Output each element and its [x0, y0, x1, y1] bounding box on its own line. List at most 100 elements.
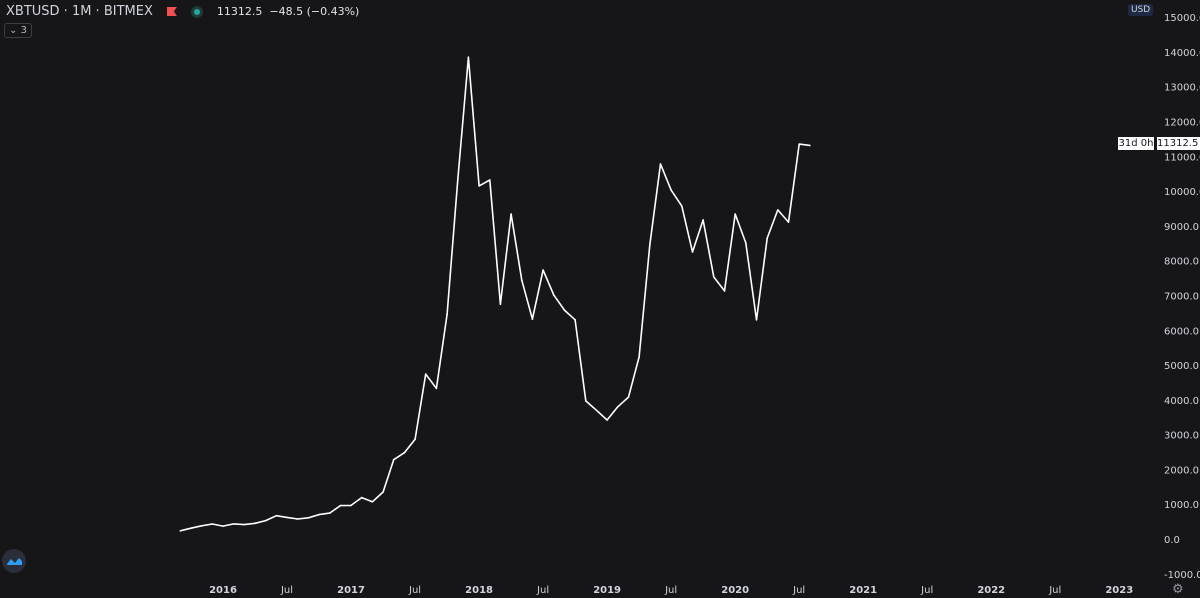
data-point [649, 244, 651, 246]
data-point [190, 527, 192, 530]
flag-icon[interactable] [166, 7, 177, 16]
y-tick-label: 6000.0 [1164, 326, 1199, 337]
currency-badge[interactable]: USD [1128, 4, 1154, 16]
x-tick-label: Jul [920, 585, 933, 596]
data-point [531, 318, 534, 320]
data-point [638, 356, 640, 358]
data-point [243, 523, 246, 526]
data-point [478, 185, 480, 187]
indicators-count: 3 [20, 25, 27, 36]
data-point [510, 213, 512, 215]
data-point [275, 514, 278, 517]
x-tick-label: 2023 [1105, 585, 1133, 596]
data-point [414, 438, 416, 440]
data-point [681, 205, 683, 207]
y-tick-label: 5000.0 [1164, 361, 1199, 372]
last-price: 11312.5 [216, 5, 263, 18]
data-point [787, 221, 790, 223]
x-tick-label: Jul [408, 585, 421, 596]
indicators-toggle-button[interactable]: ⌄ 3 [4, 23, 32, 38]
data-point [424, 373, 427, 375]
last-price-label: 11312.5 [1157, 137, 1200, 150]
y-axis[interactable]: -1000.0 0.0 1000.0 2000.0 3000.0 4000.0 5000.0… [1164, 13, 1200, 581]
y-tick-label: 12000.0 [1164, 118, 1200, 129]
y-tick-label: 9000.0 [1164, 222, 1199, 233]
data-point [777, 209, 779, 211]
data-point [254, 522, 256, 525]
y-tick-label: 13000.0 [1164, 83, 1200, 94]
data-point [200, 524, 203, 527]
data-point [659, 163, 662, 165]
data-point [232, 523, 235, 525]
settings-gear-icon[interactable]: ⚙ [1172, 582, 1184, 597]
data-point [542, 269, 544, 271]
data-point [446, 313, 448, 316]
data-point [809, 144, 811, 147]
chevron-down-icon: ⌄ [9, 25, 18, 36]
y-tick-label: 7000.0 [1164, 291, 1199, 302]
data-point [766, 237, 768, 239]
data-point [606, 419, 608, 421]
data-point [798, 143, 800, 145]
x-tick-label: 2022 [977, 585, 1005, 596]
y-tick-label: 8000.0 [1164, 257, 1199, 268]
data-point [616, 405, 619, 408]
symbol-title[interactable]: XBTUSD · 1M · BITMEX [6, 4, 153, 19]
y-tick-label: 10000.0 [1164, 187, 1200, 198]
x-tick-label: 2017 [337, 585, 365, 596]
data-point [584, 400, 587, 402]
y-tick-label: 1000.0 [1164, 500, 1199, 511]
data-point [734, 213, 736, 215]
x-axis[interactable]: 2016 Jul 2017 Jul 2018 Jul 2019 Jul 2020 Jul 2021 J… [209, 585, 1133, 596]
data-point [318, 513, 320, 516]
data-point [286, 516, 288, 519]
data-point [211, 523, 214, 525]
price-line [180, 56, 810, 532]
y-tick-label: 14000.0 [1164, 48, 1200, 59]
data-point [264, 519, 267, 522]
tradingview-logo-icon[interactable] [2, 549, 26, 573]
data-point [574, 319, 576, 321]
data-point [467, 56, 470, 58]
data-point [499, 303, 502, 305]
data-point [392, 458, 395, 461]
x-tick-label: 2019 [593, 585, 621, 596]
data-point [296, 518, 299, 520]
data-point [403, 451, 406, 454]
price-change: −48.5 (−0.43%) [269, 5, 360, 18]
market-status-icon [190, 5, 203, 18]
x-tick-label: Jul [792, 585, 805, 596]
data-point [360, 496, 363, 499]
y-tick-label: 15000.0 [1164, 13, 1200, 24]
x-tick-label: 2018 [465, 585, 493, 596]
data-point [382, 491, 384, 493]
y-tick-label: 0.0 [1164, 535, 1180, 546]
data-point [627, 396, 630, 398]
x-tick-label: Jul [664, 585, 677, 596]
x-tick-label: 2021 [849, 585, 877, 596]
y-tick-label: 3000.0 [1164, 431, 1199, 442]
data-point [691, 251, 694, 253]
data-point [670, 189, 672, 191]
data-point [520, 279, 523, 281]
data-point [713, 276, 715, 278]
data-point [222, 525, 224, 527]
data-point [552, 294, 555, 296]
data-point [350, 504, 352, 507]
data-point [755, 319, 758, 321]
y-tick-label: 11000.0 [1164, 152, 1200, 163]
x-tick-label: Jul [1048, 585, 1061, 596]
y-tick-label: 2000.0 [1164, 465, 1199, 476]
data-point [339, 504, 342, 507]
data-point [488, 179, 491, 181]
data-point [723, 290, 726, 292]
x-tick-label: 2016 [209, 585, 237, 596]
data-point [745, 242, 747, 244]
y-tick-label: 4000.0 [1164, 396, 1199, 407]
data-point [456, 179, 459, 182]
data-point [563, 309, 566, 311]
data-point [435, 387, 438, 390]
x-tick-label: Jul [280, 585, 293, 596]
bar-countdown-label: 31d 0h [1118, 137, 1154, 150]
